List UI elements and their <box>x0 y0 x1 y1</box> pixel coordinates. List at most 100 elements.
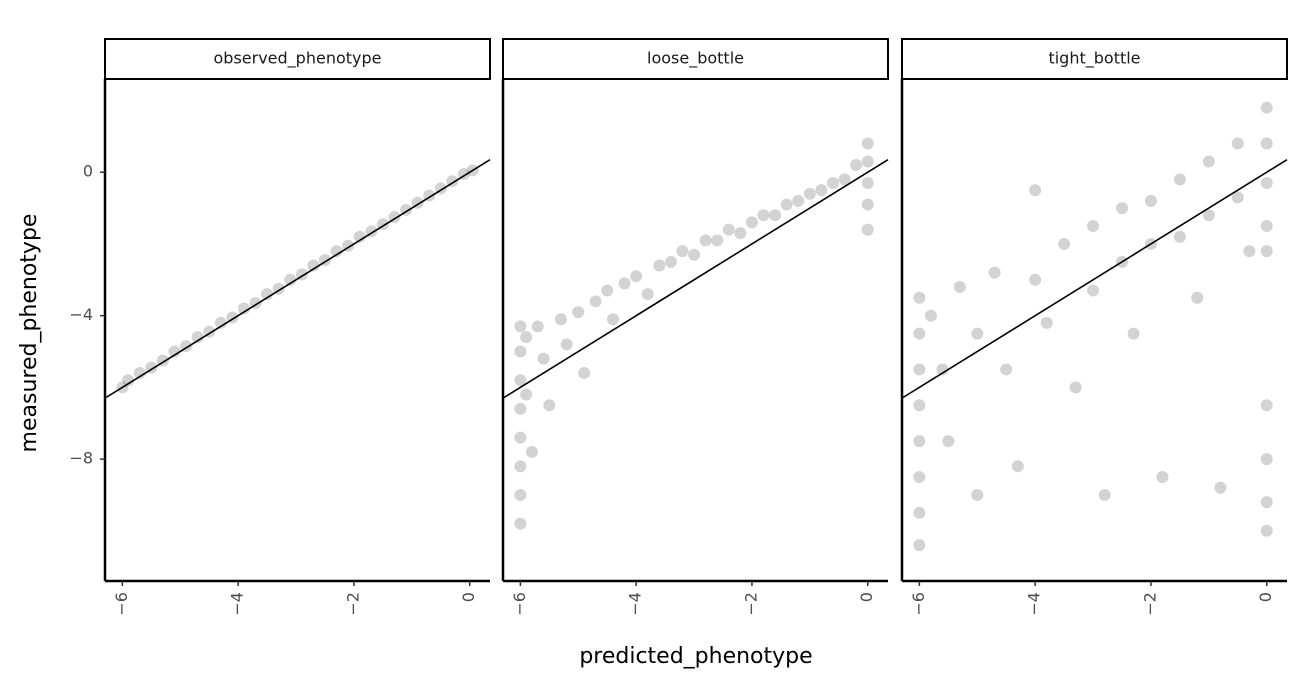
point <box>913 435 926 448</box>
point <box>861 155 874 168</box>
point <box>803 187 816 200</box>
point <box>1260 220 1273 233</box>
point <box>688 248 701 261</box>
point <box>942 435 955 448</box>
point <box>618 277 631 290</box>
point <box>607 313 619 326</box>
point <box>589 295 602 308</box>
point <box>1127 327 1140 340</box>
point <box>913 471 926 484</box>
point <box>1087 284 1100 297</box>
point <box>1087 220 1100 233</box>
point <box>711 234 724 247</box>
point <box>1260 137 1273 150</box>
point <box>838 173 851 186</box>
point <box>971 327 984 340</box>
point <box>861 223 874 236</box>
point <box>1243 245 1256 258</box>
x-tick-label: 0 <box>459 592 478 602</box>
point <box>214 316 227 329</box>
point <box>1173 230 1186 243</box>
point <box>1069 381 1082 394</box>
point <box>1098 488 1111 501</box>
point <box>353 230 366 243</box>
reference-line <box>502 158 889 399</box>
point <box>514 517 527 530</box>
point <box>133 367 146 380</box>
point <box>1029 184 1042 197</box>
point <box>745 216 758 229</box>
point <box>913 291 926 304</box>
point <box>913 399 926 412</box>
point <box>815 184 828 197</box>
point <box>520 388 533 401</box>
point <box>1260 524 1273 537</box>
reference-line <box>104 158 491 399</box>
point <box>861 198 874 211</box>
point <box>543 399 556 412</box>
point <box>1260 176 1273 189</box>
y-tick-label: −4 <box>69 305 93 324</box>
point <box>514 402 527 415</box>
point <box>514 320 527 333</box>
point <box>514 460 527 473</box>
point <box>827 176 839 189</box>
point <box>1029 273 1042 286</box>
point <box>1202 209 1215 222</box>
x-tick-label: −6 <box>112 592 131 616</box>
point <box>520 331 533 344</box>
point <box>988 266 1001 279</box>
point <box>850 159 863 172</box>
point <box>1191 291 1204 304</box>
point <box>1058 237 1071 250</box>
x-tick-label: −4 <box>626 592 645 616</box>
x-tick-label: −2 <box>741 592 760 616</box>
point <box>261 288 274 301</box>
x-tick-label: −6 <box>510 592 529 616</box>
x-tick-label: −4 <box>1025 592 1044 616</box>
point <box>861 176 874 189</box>
x-axis-title: predicted_phenotype <box>579 644 812 669</box>
point <box>936 363 949 376</box>
point <box>913 506 926 519</box>
point <box>699 234 712 247</box>
point <box>531 320 544 333</box>
point <box>722 223 735 236</box>
point <box>330 245 343 258</box>
point <box>514 345 527 358</box>
point <box>924 309 937 322</box>
point <box>769 209 782 222</box>
x-tick-label: −2 <box>343 592 362 616</box>
point <box>601 284 614 297</box>
strip <box>901 38 1288 80</box>
point <box>237 302 250 315</box>
point <box>578 367 591 380</box>
point <box>560 338 573 351</box>
point <box>1011 460 1024 473</box>
point <box>1116 202 1128 215</box>
strip <box>502 38 889 80</box>
x-tick-label: −4 <box>228 592 247 616</box>
point <box>1260 101 1273 114</box>
point <box>953 280 966 293</box>
y-tick-label: 0 <box>83 162 93 181</box>
point <box>1214 481 1227 494</box>
point <box>537 352 550 365</box>
point <box>284 273 297 286</box>
point <box>1231 191 1244 204</box>
point <box>913 363 926 376</box>
reference-line <box>901 158 1288 399</box>
x-tick-label: 0 <box>1256 592 1275 602</box>
point <box>514 374 527 387</box>
point <box>1260 399 1273 412</box>
point <box>554 313 567 326</box>
point <box>780 198 793 211</box>
point <box>525 445 538 458</box>
point <box>913 539 926 552</box>
x-tick-label: −2 <box>1140 592 1159 616</box>
point <box>630 270 643 283</box>
point <box>168 345 181 358</box>
point <box>861 137 874 150</box>
y-tick-label: −8 <box>69 449 93 468</box>
